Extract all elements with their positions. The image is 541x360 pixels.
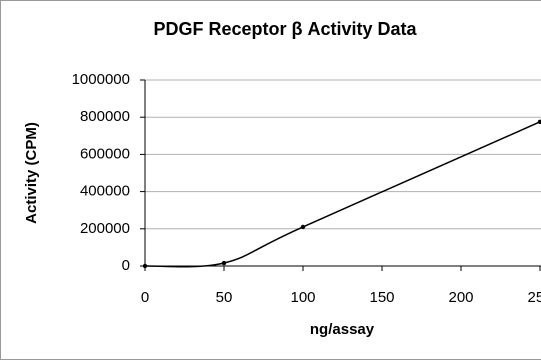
y-tick-label: 800000 xyxy=(80,108,130,125)
data-point xyxy=(142,263,148,269)
y-tick-label: 1000000 xyxy=(72,71,130,88)
y-tick-label: 200000 xyxy=(80,220,130,237)
x-tick-label: 150 xyxy=(369,289,394,306)
y-tick-label: 400000 xyxy=(80,183,130,200)
x-tick-label: 50 xyxy=(216,289,233,306)
x-tick-label: 200 xyxy=(448,289,473,306)
x-tick-label: 0 xyxy=(141,289,149,306)
chart-title: PDGF Receptor β Activity Data xyxy=(153,19,417,39)
data-point xyxy=(300,224,306,230)
x-axis-title: ng/assay xyxy=(310,321,375,338)
data-point xyxy=(221,260,227,266)
y-axis-title: Activity (CPM) xyxy=(23,122,40,224)
y-tick-label: 0 xyxy=(122,257,130,274)
x-tick-label: 250 xyxy=(527,289,541,306)
data-line xyxy=(144,121,541,268)
data-point xyxy=(537,119,541,125)
x-tick-label: 100 xyxy=(290,289,315,306)
y-tick-label: 600000 xyxy=(80,145,130,162)
